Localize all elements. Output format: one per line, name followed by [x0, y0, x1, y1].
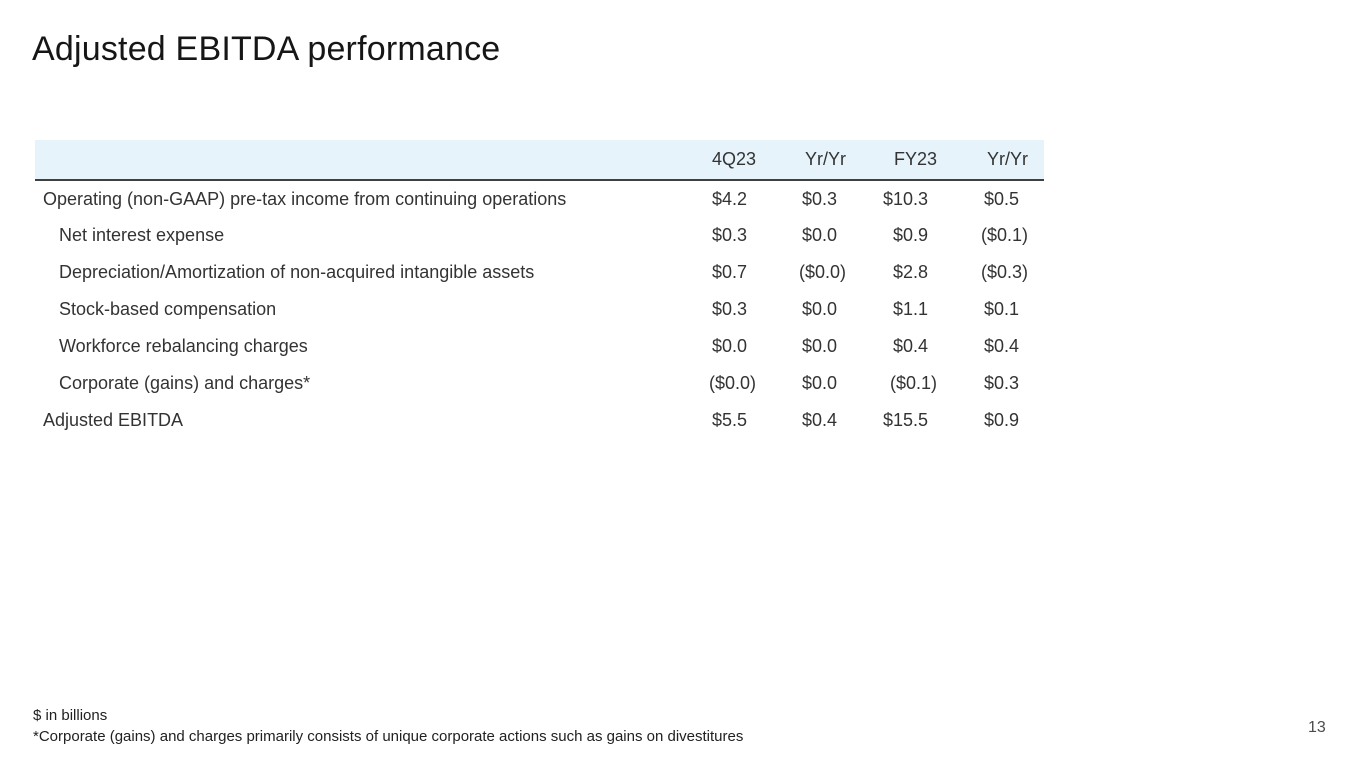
- cell-value: $0.5: [983, 188, 1019, 209]
- cell-value: ($0.0): [798, 262, 846, 282]
- row-label: Stock-based compensation: [59, 299, 277, 319]
- cell-value: $0.3: [711, 299, 747, 319]
- row-label: Operating (non-GAAP) pre-tax income from…: [43, 188, 567, 209]
- cell-value: $0.0: [801, 336, 837, 356]
- column-header-yryr-fy: Yr/Yr: [937, 140, 1044, 181]
- row-label: Adjusted EBITDA: [43, 410, 184, 430]
- footnotes: $ in billions *Corporate (gains) and cha…: [33, 705, 743, 747]
- cell-value: $0.9: [892, 225, 928, 245]
- cell-value: $15.5: [882, 410, 928, 430]
- row-label: Workforce rebalancing charges: [59, 336, 308, 356]
- table-row: Operating (non-GAAP) pre-tax income from…: [35, 180, 1044, 217]
- row-label: Depreciation/Amortization of non-acquire…: [59, 262, 535, 282]
- table-row: Stock-based compensation $0.3 $0.0 $1.1 …: [35, 291, 1044, 328]
- row-label: Net interest expense: [59, 225, 225, 245]
- ebitda-table: 4Q23 Yr/Yr FY23 Yr/Yr Operating (non-GAA…: [35, 140, 1044, 439]
- cell-value: $0.3: [983, 373, 1019, 393]
- cell-value: $0.0: [801, 299, 837, 319]
- cell-value: $0.7: [711, 262, 747, 282]
- column-header-fy23: FY23: [846, 140, 937, 181]
- ebitda-table-container: 4Q23 Yr/Yr FY23 Yr/Yr Operating (non-GAA…: [35, 140, 1044, 439]
- table-row: Corporate (gains) and charges* ($0.0) $0…: [35, 365, 1044, 402]
- cell-value: $0.0: [711, 336, 747, 356]
- page-title: Adjusted EBITDA performance: [32, 30, 501, 68]
- cell-value: $0.0: [801, 373, 837, 393]
- cell-value: ($0.3): [980, 262, 1028, 282]
- cell-value: $5.5: [711, 410, 747, 430]
- cell-value: $0.0: [801, 225, 837, 245]
- cell-value: $0.3: [711, 225, 747, 245]
- cell-value: $0.3: [801, 188, 837, 209]
- cell-value: $4.2: [711, 188, 747, 209]
- cell-value: $10.3: [882, 188, 928, 209]
- table-row: Workforce rebalancing charges $0.0 $0.0 …: [35, 328, 1044, 365]
- row-label: Corporate (gains) and charges*: [59, 373, 311, 393]
- cell-value: $0.4: [801, 410, 837, 430]
- cell-value: ($0.1): [889, 373, 937, 393]
- cell-value: $2.8: [892, 262, 928, 282]
- cell-value: $0.4: [983, 336, 1019, 356]
- table-row: Depreciation/Amortization of non-acquire…: [35, 254, 1044, 291]
- cell-value: ($0.0): [708, 373, 756, 393]
- column-header-4q23: 4Q23: [666, 140, 756, 181]
- table-row: Net interest expense $0.3 $0.0 $0.9 ($0.…: [35, 217, 1044, 254]
- cell-value: $0.9: [983, 410, 1019, 430]
- cell-value: ($0.1): [980, 225, 1028, 245]
- cell-value: $1.1: [892, 299, 928, 319]
- footnote-corporate-charges: *Corporate (gains) and charges primarily…: [33, 728, 744, 745]
- footnote-units: $ in billions: [33, 707, 108, 724]
- table-row: Adjusted EBITDA $5.5 $0.4 $15.5 $0.9: [35, 402, 1044, 439]
- cell-value: $0.1: [983, 299, 1019, 319]
- page-number: 13: [1308, 719, 1326, 736]
- cell-value: $0.4: [892, 336, 928, 356]
- column-header-yryr-q: Yr/Yr: [756, 140, 846, 181]
- table-header-row: 4Q23 Yr/Yr FY23 Yr/Yr: [35, 140, 1044, 181]
- column-header-blank: [35, 140, 666, 181]
